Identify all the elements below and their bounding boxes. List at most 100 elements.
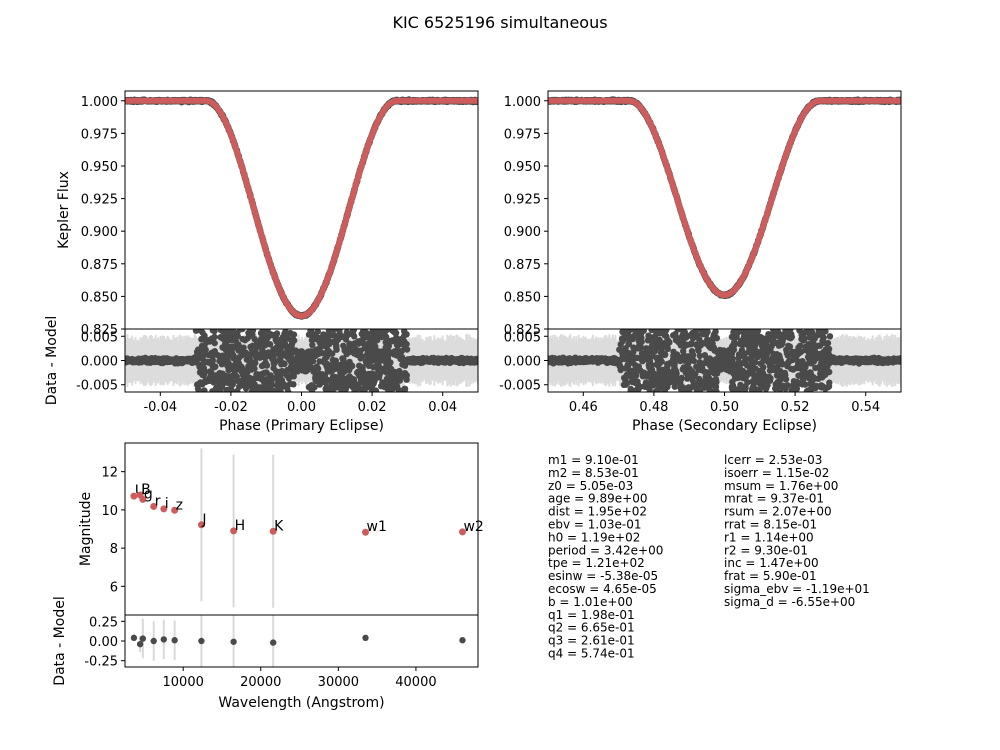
residual-point [218, 327, 224, 333]
residual-point [258, 373, 264, 379]
residual-point [284, 347, 290, 353]
residual-point [320, 372, 326, 378]
residual-point [162, 357, 168, 363]
residual-point [225, 367, 231, 373]
residual-point [313, 347, 319, 353]
y-axis-label: Kepler Flux [56, 171, 72, 249]
residual-point [356, 363, 362, 369]
residual-point [263, 337, 269, 343]
model-curve [548, 101, 901, 295]
residual-point [237, 345, 243, 351]
residual-point [247, 365, 253, 371]
residual-point [343, 362, 349, 368]
residual-point [371, 378, 377, 384]
residual-point [465, 357, 471, 363]
y-tick-label: 0.875 [81, 258, 118, 273]
secondary-eclipse-light-curve-panel: 1.000 0.975 0.950 0.925 0.900 0.875 0.850 0.825 [504, 91, 904, 338]
residual-point [393, 335, 399, 341]
residual-point [453, 358, 459, 364]
primary-eclipse-light-curve-panel: 1.000 0.975 0.950 0.925 0.900 0.875 0.850 0.825… [56, 91, 481, 338]
residual-point [362, 334, 368, 340]
residual-point [224, 338, 230, 344]
plot-area [545, 96, 904, 299]
residual-point [375, 350, 381, 356]
residual-point [197, 379, 203, 385]
residual-point [263, 362, 269, 368]
residual-point [350, 330, 356, 336]
data-points [122, 96, 481, 319]
residual-point [471, 358, 477, 364]
residual-point [385, 349, 391, 355]
axes-frame [125, 91, 478, 329]
residual-point [371, 331, 377, 337]
residual-point [291, 337, 297, 343]
residual-point [311, 384, 317, 390]
residual-point [383, 339, 389, 345]
residual-point [275, 381, 281, 387]
residual-point [247, 352, 253, 358]
residual-point [206, 378, 212, 384]
residual-point [305, 349, 311, 355]
residual-point [383, 379, 389, 385]
residual-point [292, 358, 298, 364]
residual-point [216, 379, 222, 385]
data-points [545, 96, 904, 299]
model-curve [125, 101, 478, 316]
y-tick-label: 0.850 [81, 290, 118, 305]
residual-point [304, 359, 310, 365]
residual-point [195, 327, 201, 333]
y-tick-label: 0.975 [504, 127, 541, 142]
residual-point [263, 369, 269, 375]
residual-point [371, 371, 377, 377]
residual-point [254, 340, 260, 346]
primary-eclipse-residuals-panel: 0.0050.000-0.005-0.04 -0.02 0.00 0.02 0.04Ph… [44, 316, 481, 434]
residual-point [293, 365, 299, 371]
residual-point [394, 347, 400, 353]
x-axis-label: Phase (Primary Eclipse) [219, 418, 384, 434]
residual-point [364, 360, 370, 366]
residual-point [156, 358, 162, 364]
y-tick-label: 0.005 [81, 330, 118, 345]
residual-point [344, 332, 350, 338]
residual-point [377, 370, 383, 376]
residual-point [212, 350, 218, 356]
residual-point [209, 337, 215, 343]
residual-point [355, 383, 361, 389]
residual-point [230, 381, 236, 387]
residual-point [257, 355, 263, 361]
residual-point [389, 381, 395, 387]
residual-point [201, 345, 207, 351]
residual-point [278, 361, 284, 367]
residual-point [234, 330, 240, 336]
residual-point [241, 382, 247, 388]
residual-point [403, 377, 409, 383]
residual-point [394, 342, 400, 348]
x-tick-label: 0.02 [358, 400, 387, 415]
residual-point [274, 336, 280, 342]
plot-area [122, 96, 481, 319]
residual-point [354, 370, 360, 376]
residual-point [201, 371, 207, 377]
residual-point [362, 381, 368, 387]
residual-point [401, 386, 407, 392]
residual-point [396, 368, 402, 374]
residual-points [122, 326, 481, 395]
plot-area [545, 326, 904, 395]
residual-point [346, 367, 352, 373]
residual-point [242, 337, 248, 343]
residual-point [259, 329, 265, 335]
residual-point [359, 353, 365, 359]
residual-point [269, 382, 275, 388]
residual-point [313, 334, 319, 340]
residual-point [274, 350, 280, 356]
residual-point [245, 330, 251, 336]
residual-point [374, 337, 380, 343]
residual-point [171, 358, 177, 364]
x-tick-label: -0.02 [214, 400, 248, 415]
secondary-eclipse-residuals-panel: 0.0050.000-0.0050.46 0.48 0.50 0.52 0.54Phas… [499, 326, 904, 434]
residual-point [315, 366, 321, 372]
figure-title: KIC 6525196 simultaneous [392, 13, 607, 32]
residual-point [411, 356, 417, 362]
residual-point [278, 371, 284, 377]
